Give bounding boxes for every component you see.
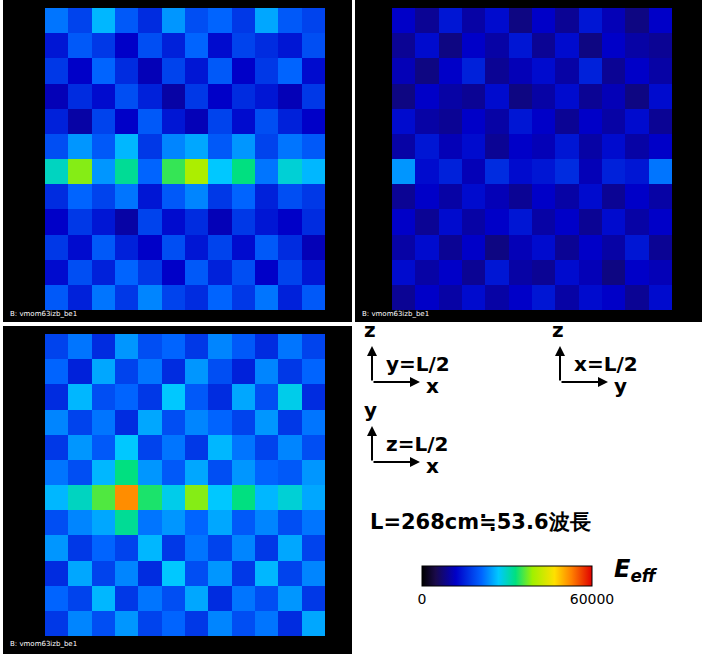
svg-text:y=L/2: y=L/2 [386,352,450,376]
svg-text:B: vmom63izb_be1: B: vmom63izb_be1 [362,310,429,318]
svg-text:B: vmom63izb_be1: B: vmom63izb_be1 [10,640,77,648]
svg-text:L=268cm≒53.6波長: L=268cm≒53.6波長 [370,510,591,534]
svg-text:x=L/2: x=L/2 [574,352,638,376]
svg-text:y: y [364,398,377,422]
svg-text:60000: 60000 [570,591,615,607]
svg-text:0: 0 [418,591,427,607]
svg-text:z=L/2: z=L/2 [386,432,448,456]
svg-text:x: x [426,374,439,398]
svg-text:z: z [552,318,564,342]
svg-text:y: y [614,374,627,398]
svg-text:E​eff​: E​eff​ [614,555,658,586]
svg-text:z: z [364,318,376,342]
svg-text:x: x [426,454,439,478]
svg-text:B: vmom63izb_be1: B: vmom63izb_be1 [10,310,77,318]
